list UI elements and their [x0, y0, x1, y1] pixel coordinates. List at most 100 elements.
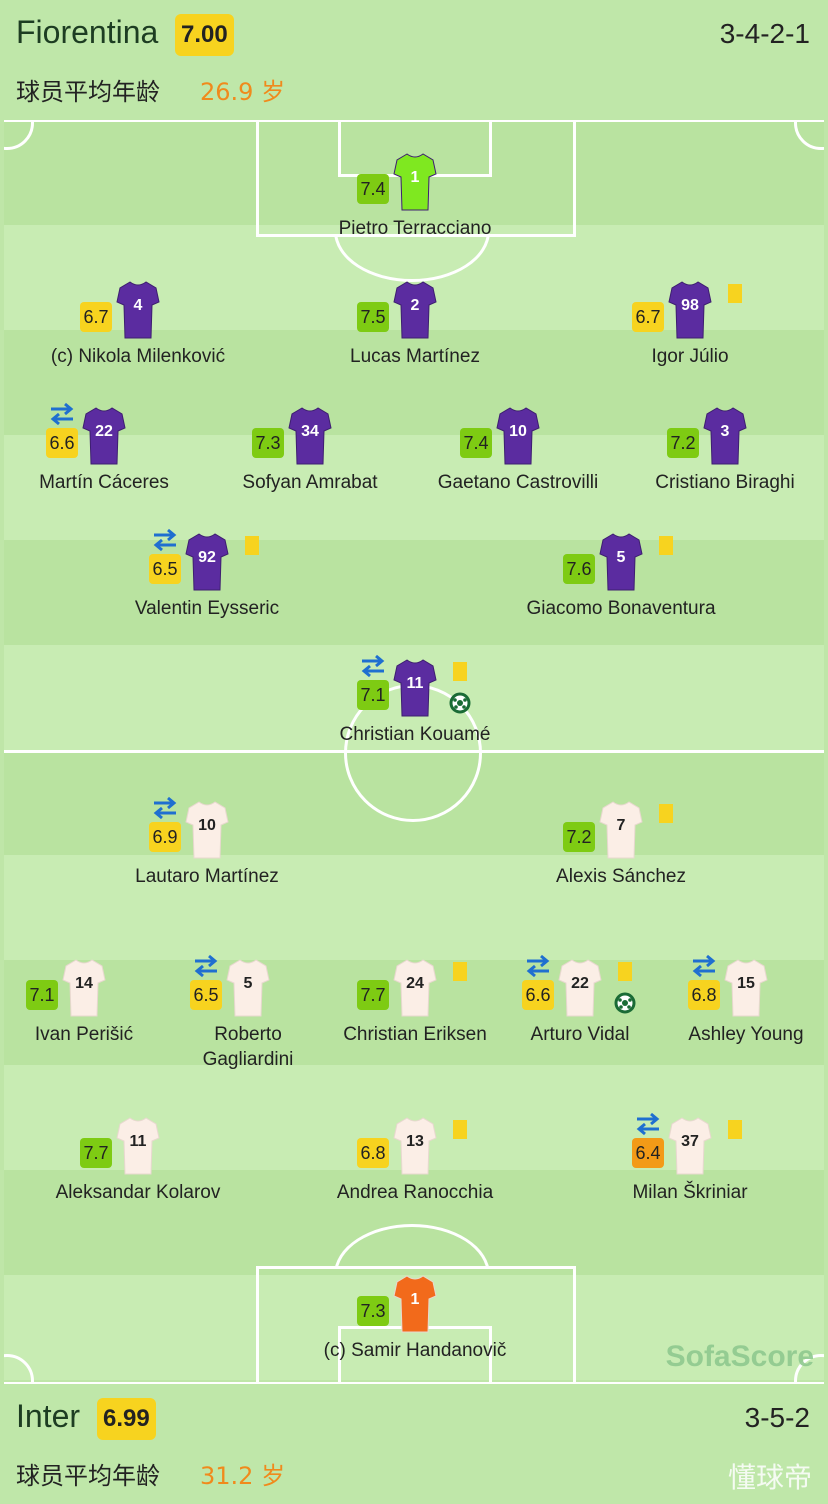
player-name[interactable]: Giacomo Bonaventura: [526, 598, 716, 619]
shirt-icon[interactable]: 92: [185, 532, 229, 592]
shirt-icon[interactable]: 1: [393, 152, 437, 212]
goal-ball-icon: [449, 692, 471, 714]
pitch-stripe-dark: [4, 855, 824, 960]
substitution-icon: [634, 1112, 662, 1136]
player-rating-badge: 7.3: [357, 1296, 389, 1326]
player-rating-badge: 6.4: [632, 1138, 664, 1168]
shirt-icon[interactable]: 2: [393, 280, 437, 340]
sofascore-watermark: SofaScore: [665, 1340, 814, 1373]
player-name[interactable]: Milan Škriniar: [632, 1182, 748, 1203]
shirt-number: 98: [681, 297, 699, 314]
shirt-number: 24: [406, 975, 424, 992]
shirt-icon[interactable]: 24: [393, 958, 437, 1018]
player-name[interactable]: Martín Cáceres: [39, 472, 169, 493]
substitution-icon: [192, 954, 220, 978]
player-name[interactable]: Ivan Perišić: [34, 1024, 134, 1045]
shirt-icon[interactable]: 37: [668, 1116, 712, 1176]
home-team-name[interactable]: Fiorentina: [16, 14, 159, 50]
home-team-header: Fiorentina 7.00 3-4-2-1 球员平均年龄 26.9 岁: [0, 0, 828, 120]
player-name[interactable]: Roberto Gagliardini: [202, 1024, 294, 1070]
goal-ball-icon: [614, 992, 636, 1014]
player-rating-badge: 7.6: [563, 554, 595, 584]
player-rating-badge: 6.7: [80, 302, 112, 332]
shirt-icon[interactable]: 22: [82, 406, 126, 466]
player-name[interactable]: Lautaro Martínez: [135, 866, 279, 887]
player-name[interactable]: Gaetano Castrovilli: [437, 472, 599, 493]
shirt-icon[interactable]: 7: [599, 800, 643, 860]
player-name[interactable]: Ashley Young: [688, 1024, 804, 1045]
shirt-number: 5: [243, 975, 253, 992]
shirt-number: 14: [75, 975, 93, 992]
player-name[interactable]: Igor Júlio: [651, 346, 729, 367]
yellow-card-icon: [453, 1120, 467, 1139]
yellow-card-icon: [453, 662, 467, 681]
shirt-number: 13: [406, 1133, 424, 1150]
player-name[interactable]: Andrea Ranocchia: [336, 1182, 494, 1203]
yellow-card-icon: [618, 962, 632, 981]
player-rating-badge: 7.5: [357, 302, 389, 332]
player-name[interactable]: (c) Samir Handanovič: [323, 1340, 507, 1361]
shirt-icon[interactable]: 15: [724, 958, 768, 1018]
player-rating-badge: 7.1: [26, 980, 58, 1010]
top-penalty-area: [256, 120, 576, 237]
player-rating-badge: 7.4: [460, 428, 492, 458]
shirt-number: 11: [129, 1133, 147, 1150]
player-name[interactable]: Pietro Terracciano: [338, 218, 492, 239]
player-rating-badge: 7.1: [357, 680, 389, 710]
substitution-icon: [359, 654, 387, 678]
player-rating-badge: 6.5: [190, 980, 222, 1010]
shirt-icon[interactable]: 10: [185, 800, 229, 860]
shirt-number: 11: [406, 675, 424, 692]
shirt-icon[interactable]: 22: [558, 958, 602, 1018]
shirt-number: 2: [410, 297, 420, 314]
player-name[interactable]: Lucas Martínez: [350, 346, 480, 367]
away-avg-age-label: 球员平均年龄: [16, 1462, 160, 1490]
player-rating-badge: 6.7: [632, 302, 664, 332]
shirt-icon[interactable]: 10: [496, 406, 540, 466]
player-name[interactable]: Alexis Sánchez: [556, 866, 686, 887]
pitch-stripe-light: [4, 330, 824, 435]
shirt-number: 92: [198, 549, 216, 566]
yellow-card-icon: [659, 536, 673, 555]
substitution-icon: [151, 796, 179, 820]
player-name[interactable]: (c) Nikola Milenković: [50, 346, 226, 367]
player-name[interactable]: Valentin Eysseric: [134, 598, 280, 619]
player-name[interactable]: Christian Kouamé: [339, 724, 491, 745]
yellow-card-icon: [659, 804, 673, 823]
player-rating-badge: 6.9: [149, 822, 181, 852]
shirt-icon[interactable]: 1: [393, 1274, 437, 1334]
player-name[interactable]: Christian Eriksen: [343, 1024, 487, 1045]
pitch-top-line: [4, 120, 824, 122]
shirt-icon[interactable]: 11: [116, 1116, 160, 1176]
home-team-rating: 7.00: [175, 14, 234, 56]
shirt-icon[interactable]: 5: [226, 958, 270, 1018]
away-avg-age-value: 31.2 岁: [200, 1462, 286, 1490]
shirt-number: 37: [681, 1133, 699, 1150]
shirt-icon[interactable]: 3: [703, 406, 747, 466]
shirt-number: 3: [720, 423, 730, 440]
player-name[interactable]: Aleksandar Kolarov: [55, 1182, 221, 1203]
shirt-icon[interactable]: 13: [393, 1116, 437, 1176]
player-rating-badge: 7.7: [80, 1138, 112, 1168]
player-name[interactable]: Cristiano Biraghi: [655, 472, 795, 493]
dongqiudi-watermark: 懂球帝: [727, 1461, 812, 1494]
home-avg-age-label: 球员平均年龄: [16, 78, 160, 106]
player-rating-badge: 6.8: [688, 980, 720, 1010]
shirt-number: 4: [133, 297, 143, 314]
shirt-icon[interactable]: 11: [393, 658, 437, 718]
shirt-icon[interactable]: 34: [288, 406, 332, 466]
shirt-icon[interactable]: 98: [668, 280, 712, 340]
shirt-icon[interactable]: 14: [62, 958, 106, 1018]
player-name[interactable]: Arturo Vidal: [530, 1024, 630, 1045]
shirt-number: 15: [737, 975, 755, 992]
shirt-number: 10: [509, 423, 527, 440]
player-rating-badge: 6.5: [149, 554, 181, 584]
shirt-icon[interactable]: 5: [599, 532, 643, 592]
player-name[interactable]: Sofyan Amrabat: [242, 472, 378, 493]
away-team-name[interactable]: Inter: [16, 1398, 81, 1434]
away-formation: 3-5-2: [744, 1402, 810, 1433]
yellow-card-icon: [453, 962, 467, 981]
player-rating-badge: 7.2: [667, 428, 699, 458]
substitution-icon: [48, 402, 76, 426]
shirt-icon[interactable]: 4: [116, 280, 160, 340]
